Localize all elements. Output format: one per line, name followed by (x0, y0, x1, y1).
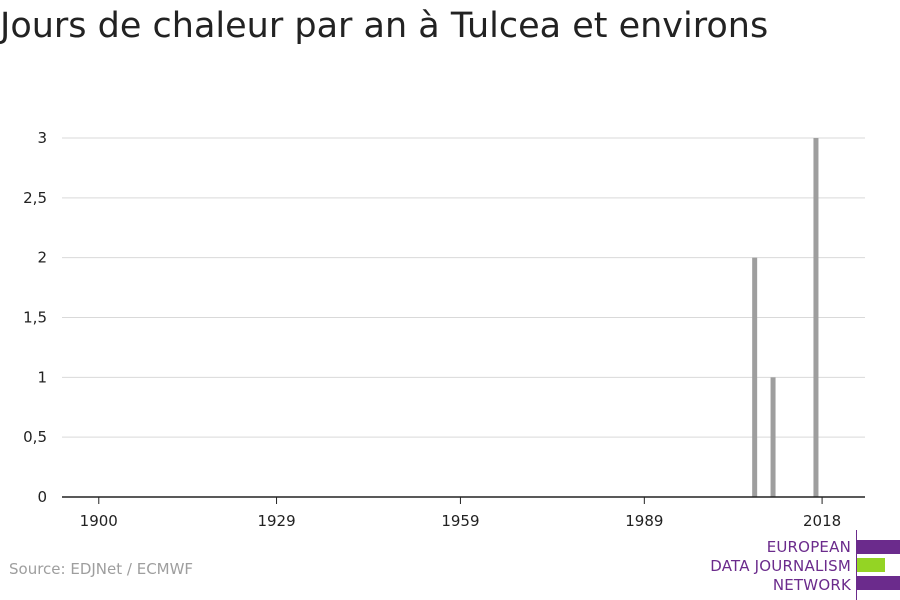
x-tick-label: 2018 (803, 512, 841, 530)
y-tick-labels: 0 0,5 1 1,5 2 2,5 3 (23, 129, 47, 506)
y-tick-label: 1 (37, 368, 47, 386)
y-tick-label: 1,5 (23, 309, 47, 327)
source-credit: Source: EDJNet / ECMWF (9, 560, 194, 578)
x-tick-labels: 1900 1929 1959 1989 2018 (80, 512, 842, 530)
logo-bar-green (857, 558, 885, 572)
logo-divider (856, 530, 857, 600)
bar (752, 257, 758, 497)
x-tick-label: 1989 (625, 512, 663, 530)
logo-line-european: EUROPEAN (766, 538, 851, 556)
y-tick-label: 0 (37, 488, 47, 506)
y-tick-label: 3 (37, 129, 47, 147)
y-tick-label: 0,5 (23, 428, 47, 446)
x-tick-label: 1959 (441, 512, 479, 530)
logo-line-data-journalism: DATA JOURNALISM (710, 557, 851, 575)
logo-line-network: NETWORK (772, 576, 851, 594)
chart-title: Jours de chaleur par an à Tulcea et envi… (0, 6, 769, 46)
y-tick-label: 2 (37, 249, 47, 267)
bars (752, 138, 819, 497)
logo-bar-purple-bottom (857, 576, 900, 590)
axes (62, 496, 865, 504)
bar (770, 377, 776, 497)
edjnet-logo: EUROPEAN DATA JOURNALISM NETWORK (700, 530, 900, 600)
grid-lines (62, 137, 865, 438)
y-tick-label: 2,5 (23, 189, 47, 207)
bar (813, 138, 819, 497)
x-tick-label: 1929 (257, 512, 295, 530)
x-tick-label: 1900 (80, 512, 118, 530)
logo-bar-purple-top (857, 540, 900, 554)
